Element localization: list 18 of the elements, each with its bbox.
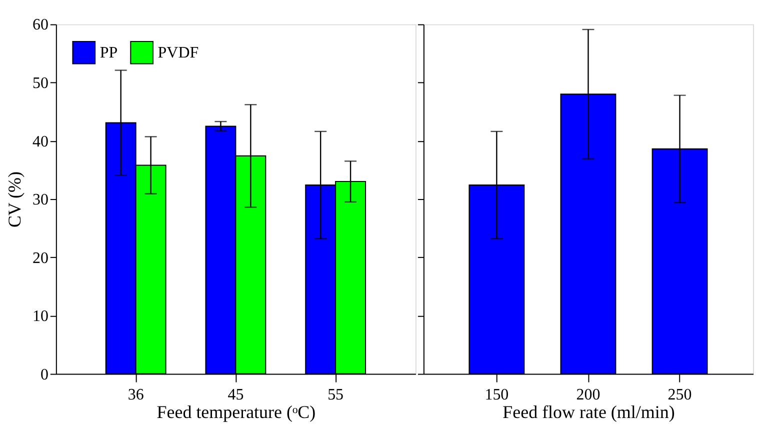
y-tick-label: 60 — [32, 16, 48, 34]
y-tick-label: 10 — [32, 308, 48, 326]
x-axis-title: Feed flow rate (ml/min) — [502, 402, 675, 422]
y-axis-title: CV (%) — [4, 171, 24, 228]
y-tick-label: 40 — [32, 133, 48, 150]
x-tick-label: 250 — [668, 386, 692, 404]
x-tick-label: 200 — [576, 386, 600, 404]
x-tick-label: 150 — [484, 386, 509, 404]
x-tick-label: 45 — [228, 386, 244, 404]
x-tick-label: 36 — [128, 386, 144, 404]
legend-label: PP — [100, 44, 118, 62]
legend-label: PVDF — [158, 44, 199, 62]
y-tick-label: 0 — [40, 366, 48, 384]
y-tick-label: 20 — [32, 250, 48, 267]
x-tick-label: 55 — [328, 386, 344, 404]
y-tick-label: 50 — [32, 75, 48, 92]
y-tick-label: 30 — [32, 192, 48, 209]
x-axis-title: Feed temperature (ᵒC) — [156, 402, 316, 422]
